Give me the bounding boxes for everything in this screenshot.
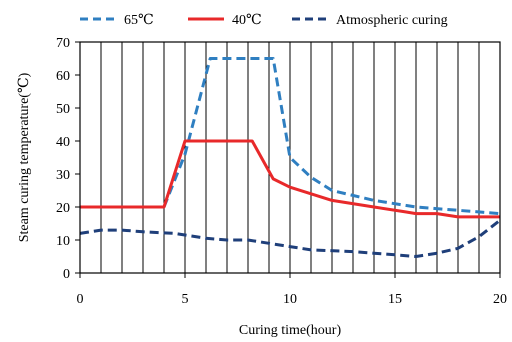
- series-line-2: [80, 139, 500, 219]
- x-tick-label: 10: [283, 292, 297, 307]
- y-tick-label: 70: [56, 36, 70, 51]
- x-tick-label: 15: [388, 292, 402, 307]
- y-tick-label: 20: [56, 201, 70, 216]
- y-tick-label: 0: [63, 267, 70, 282]
- legend-label-1: 65℃: [124, 13, 154, 28]
- series-line-1: [80, 57, 501, 216]
- y-axis-label: Steam curing temperature(℃): [17, 72, 32, 242]
- y-tick-label: 50: [56, 102, 70, 117]
- plot-area: [79, 42, 501, 273]
- y-tick-label: 10: [56, 234, 70, 249]
- x-tick-label: 0: [77, 292, 84, 307]
- x-tick-label: 20: [493, 292, 507, 307]
- legend: 65℃ 40℃ Atmospheric curing: [80, 13, 448, 28]
- y-tick-label: 60: [56, 69, 70, 84]
- x-axis-label: Curing time(hour): [239, 323, 342, 338]
- legend-label-3: Atmospheric curing: [336, 13, 448, 28]
- axes: 0 10 20 30 40 50 60 70 0 5 10 15 20: [56, 36, 507, 307]
- y-tick-label: 40: [56, 135, 70, 150]
- x-tick-label: 5: [182, 292, 189, 307]
- series-line-3: [79, 219, 501, 258]
- y-tick-label: 30: [56, 168, 70, 183]
- legend-label-2: 40℃: [232, 13, 262, 28]
